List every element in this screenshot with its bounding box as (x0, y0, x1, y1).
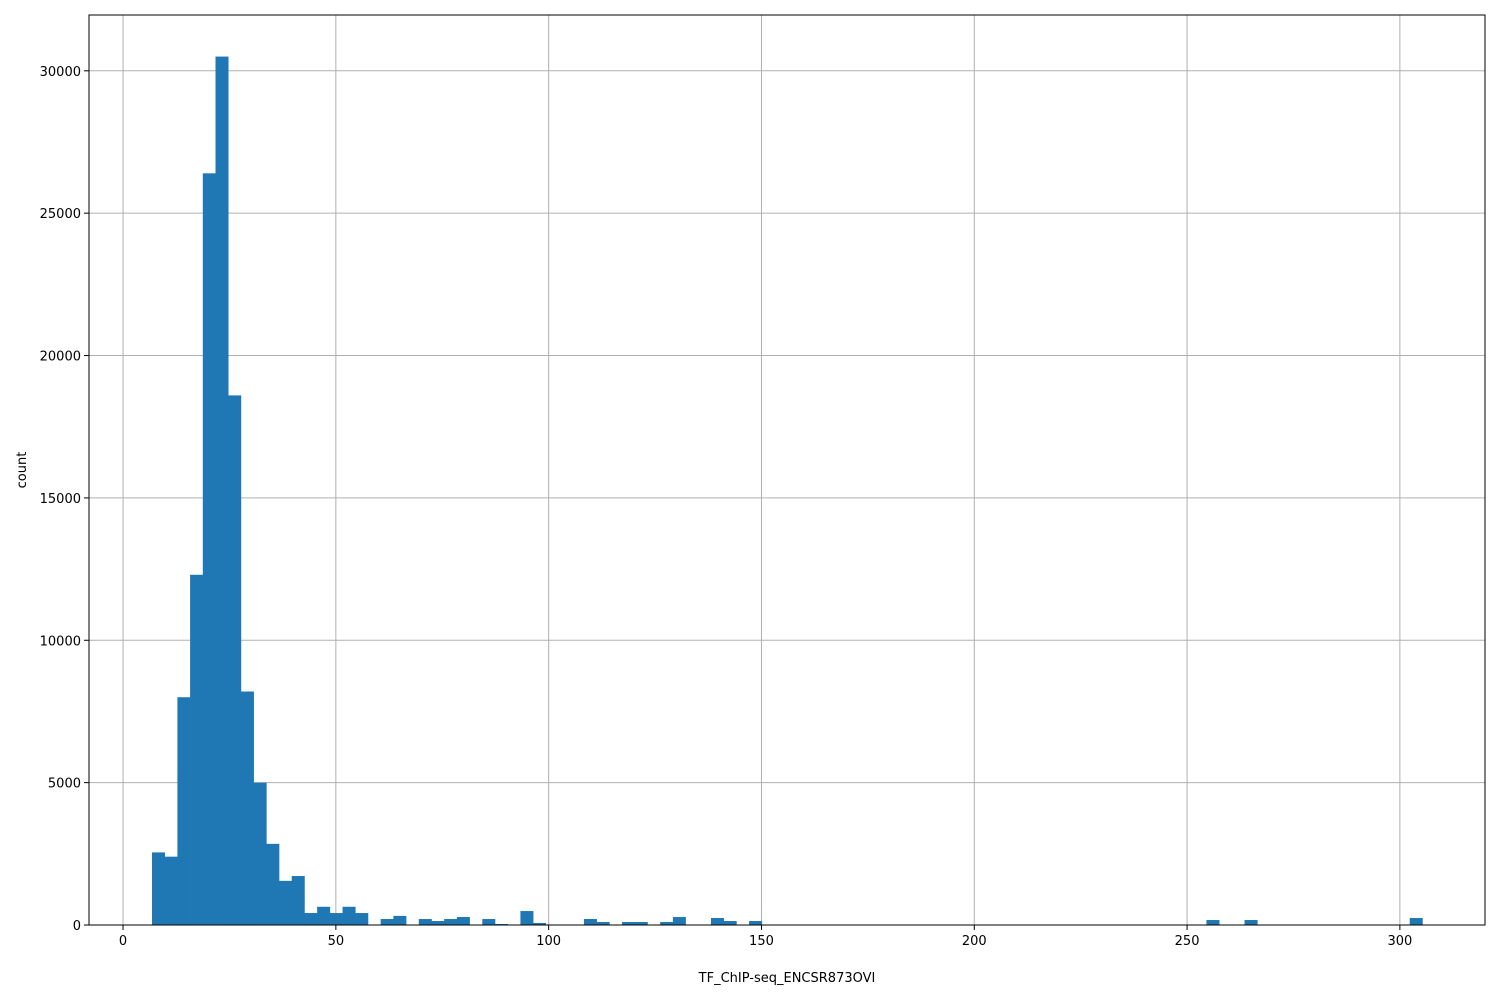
histogram-bar (190, 574, 204, 925)
histogram-bar (634, 922, 648, 925)
y-tick-label: 0 (73, 919, 81, 934)
histogram-bar (215, 56, 229, 925)
histogram-bar (355, 913, 369, 925)
histogram-bar (253, 782, 267, 925)
histogram-bar (418, 919, 432, 925)
x-tick-label: 0 (119, 934, 127, 949)
histogram-bar (1409, 918, 1423, 925)
x-tick-label: 100 (536, 934, 561, 949)
histogram-bar (342, 906, 356, 925)
bars (151, 56, 1423, 925)
x-tick-label: 250 (1175, 934, 1200, 949)
histogram-bar (304, 913, 318, 925)
grid (89, 15, 1485, 926)
x-tick-label: 150 (749, 934, 774, 949)
histogram-bar (393, 915, 407, 925)
histogram-bar (622, 922, 636, 925)
histogram-bar (596, 922, 610, 925)
histogram-bar (1206, 920, 1220, 925)
histogram-bar (710, 918, 724, 925)
histogram-bar (1244, 920, 1258, 925)
x-axis: 0 50 100 150 200 250 300 (119, 925, 1412, 949)
histogram-bar (240, 691, 254, 925)
histogram-bar (177, 697, 191, 925)
histogram-bar (228, 395, 242, 925)
histogram-bar (723, 921, 737, 925)
x-tick-label: 200 (962, 934, 987, 949)
histogram-bar (482, 919, 496, 925)
histogram-bar (266, 843, 280, 925)
histogram-bar (291, 876, 305, 925)
y-tick-label: 5000 (48, 777, 81, 792)
histogram-bar (520, 911, 534, 925)
histogram-bar (202, 173, 216, 925)
histogram-bar (329, 913, 343, 925)
histogram-bar (672, 917, 686, 925)
histogram-bar (444, 919, 458, 925)
y-tick-label: 20000 (40, 350, 81, 365)
histogram-bar (660, 922, 674, 925)
x-axis-label: TF_ChIP-seq_ENCSR873OVI (698, 971, 876, 986)
histogram-bar (431, 921, 445, 925)
y-axis-label: count (15, 452, 30, 489)
x-tick-label: 300 (1387, 934, 1412, 949)
histogram-bar (279, 880, 293, 925)
plot-frame (88, 14, 1486, 926)
histogram-bar (151, 852, 165, 925)
histogram-bar (456, 917, 470, 925)
histogram-bar (317, 906, 331, 925)
histogram-bar (749, 921, 763, 925)
y-tick-label: 15000 (40, 492, 81, 507)
histogram-bar (380, 919, 394, 925)
histogram-bar (583, 919, 597, 925)
histogram-bar (164, 856, 178, 925)
y-tick-label: 30000 (40, 65, 81, 80)
histogram-bar (533, 923, 547, 925)
y-axis: 0 5000 10000 15000 20000 25000 30000 (40, 65, 89, 934)
y-tick-label: 10000 (40, 634, 81, 649)
y-tick-label: 25000 (40, 207, 81, 222)
x-tick-label: 50 (328, 934, 345, 949)
